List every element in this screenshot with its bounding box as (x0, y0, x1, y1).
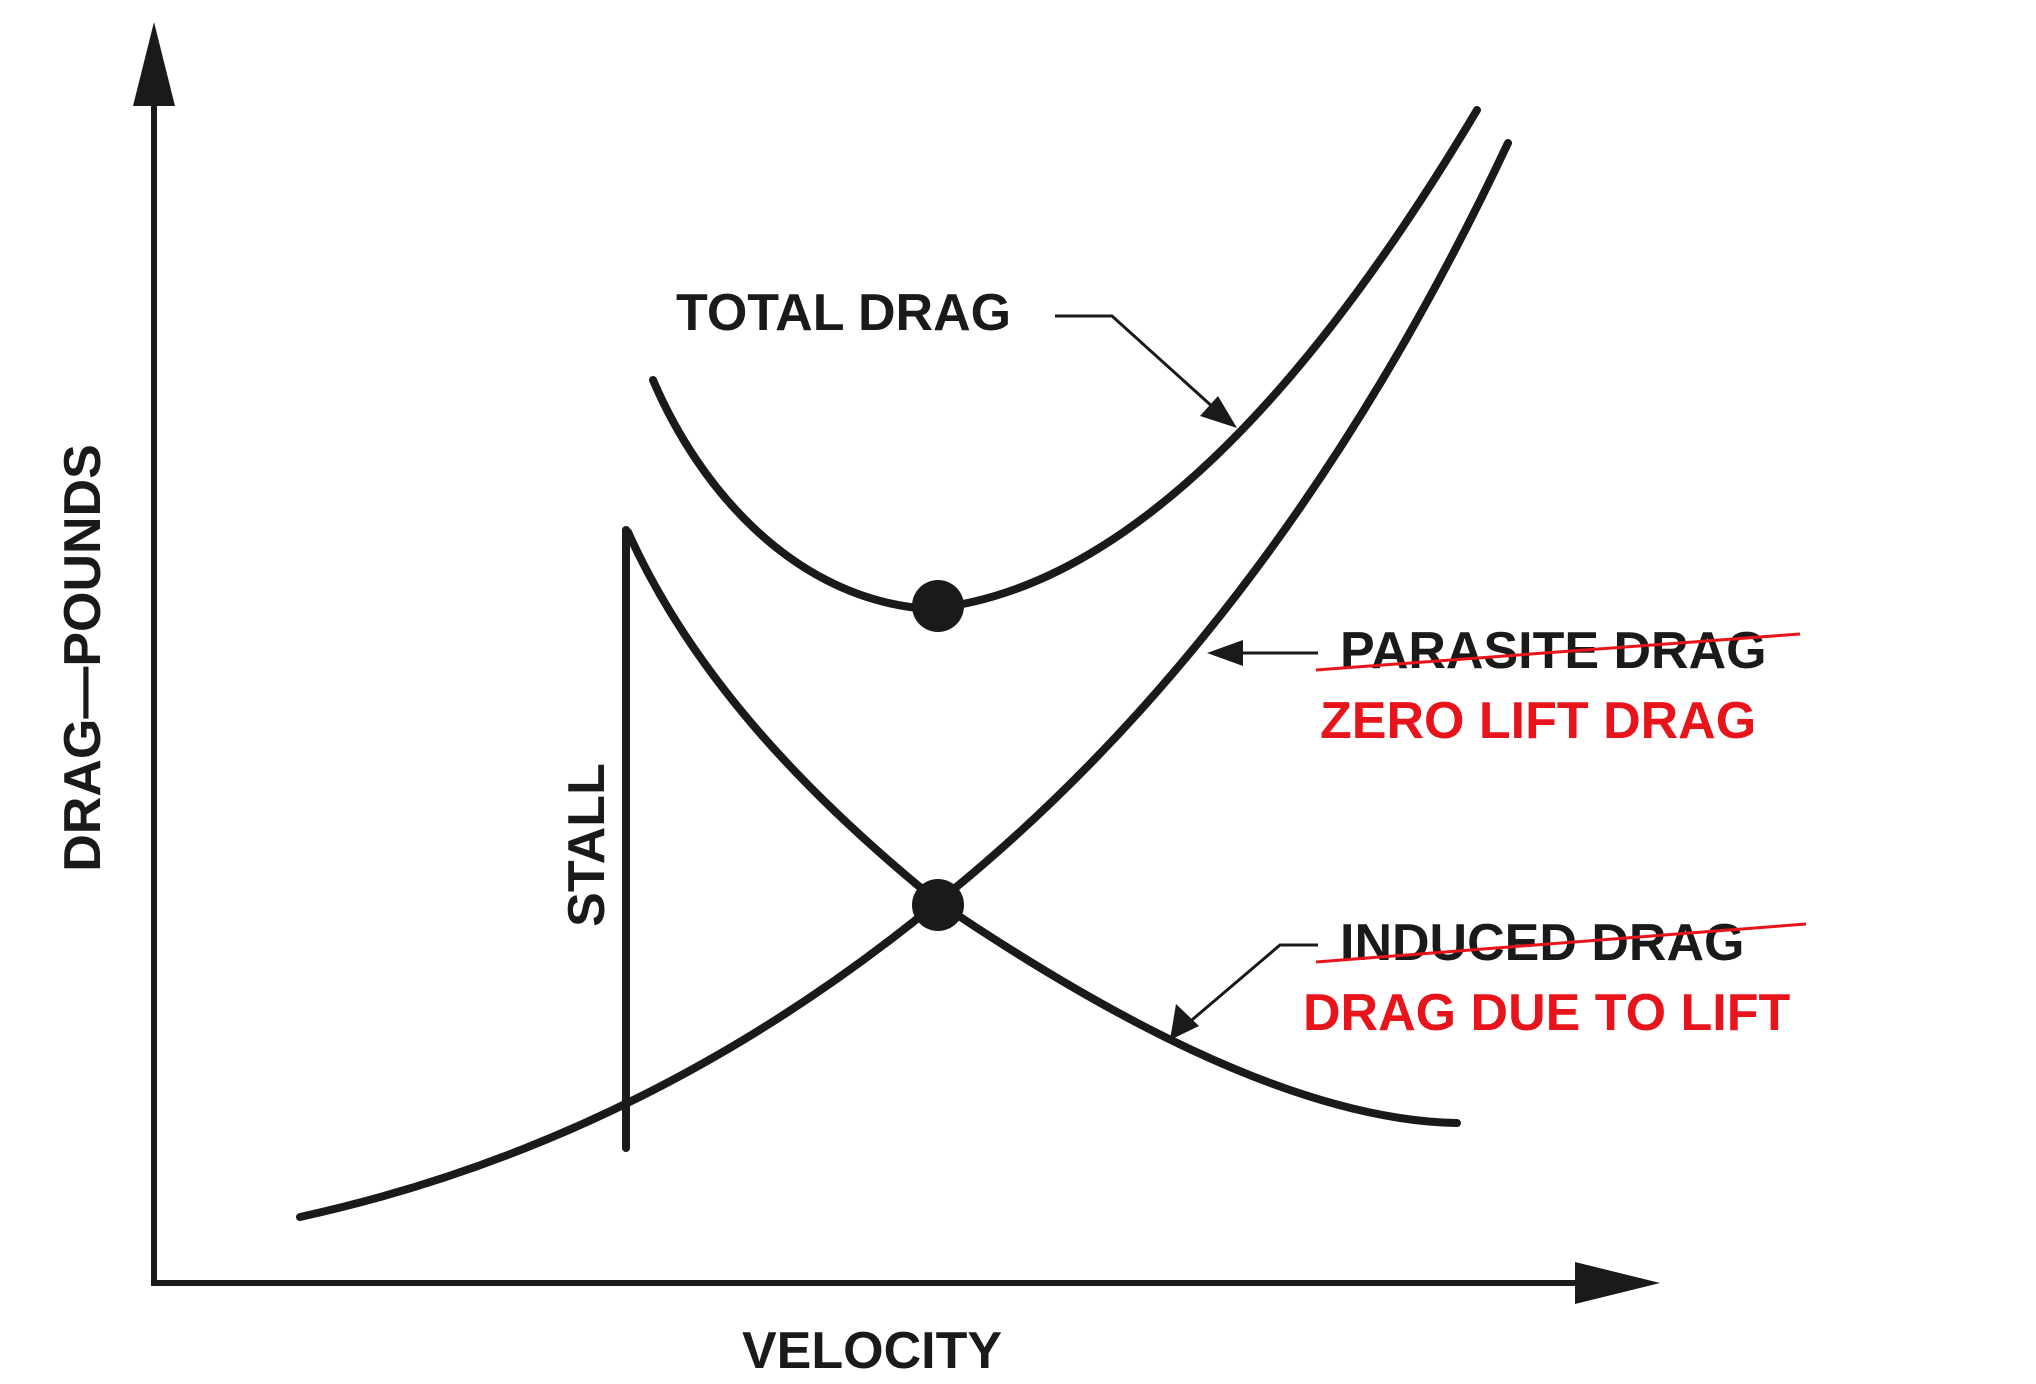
x-axis-label: VELOCITY (742, 1322, 1002, 1380)
x-axis-arrowhead (1575, 1262, 1660, 1304)
total-drag-label: TOTAL DRAG (676, 284, 1011, 342)
y-axis-label: DRAG—POUNDS (54, 444, 112, 872)
parasite-drag-leader (1207, 640, 1318, 666)
series-line-parasite-drag (296, 139, 1512, 1221)
parasite-drag-strikethrough (1315, 632, 1801, 672)
drag-due-to-lift-label: DRAG DUE TO LIFT (1303, 984, 1790, 1042)
axes (133, 22, 1660, 1304)
marker-minimum-total-drag (912, 580, 964, 632)
zero-lift-drag-label: ZERO LIFT DRAG (1320, 692, 1756, 750)
total-drag-leader (1055, 314, 1237, 428)
series-line-total-drag (649, 106, 1481, 613)
y-axis-arrowhead (133, 22, 175, 106)
induced-drag-strikethrough (1315, 922, 1807, 964)
marker-induced-equals-parasite (912, 879, 964, 931)
stall-label: STALL (558, 763, 616, 927)
induced-drag-leader (1170, 943, 1318, 1040)
